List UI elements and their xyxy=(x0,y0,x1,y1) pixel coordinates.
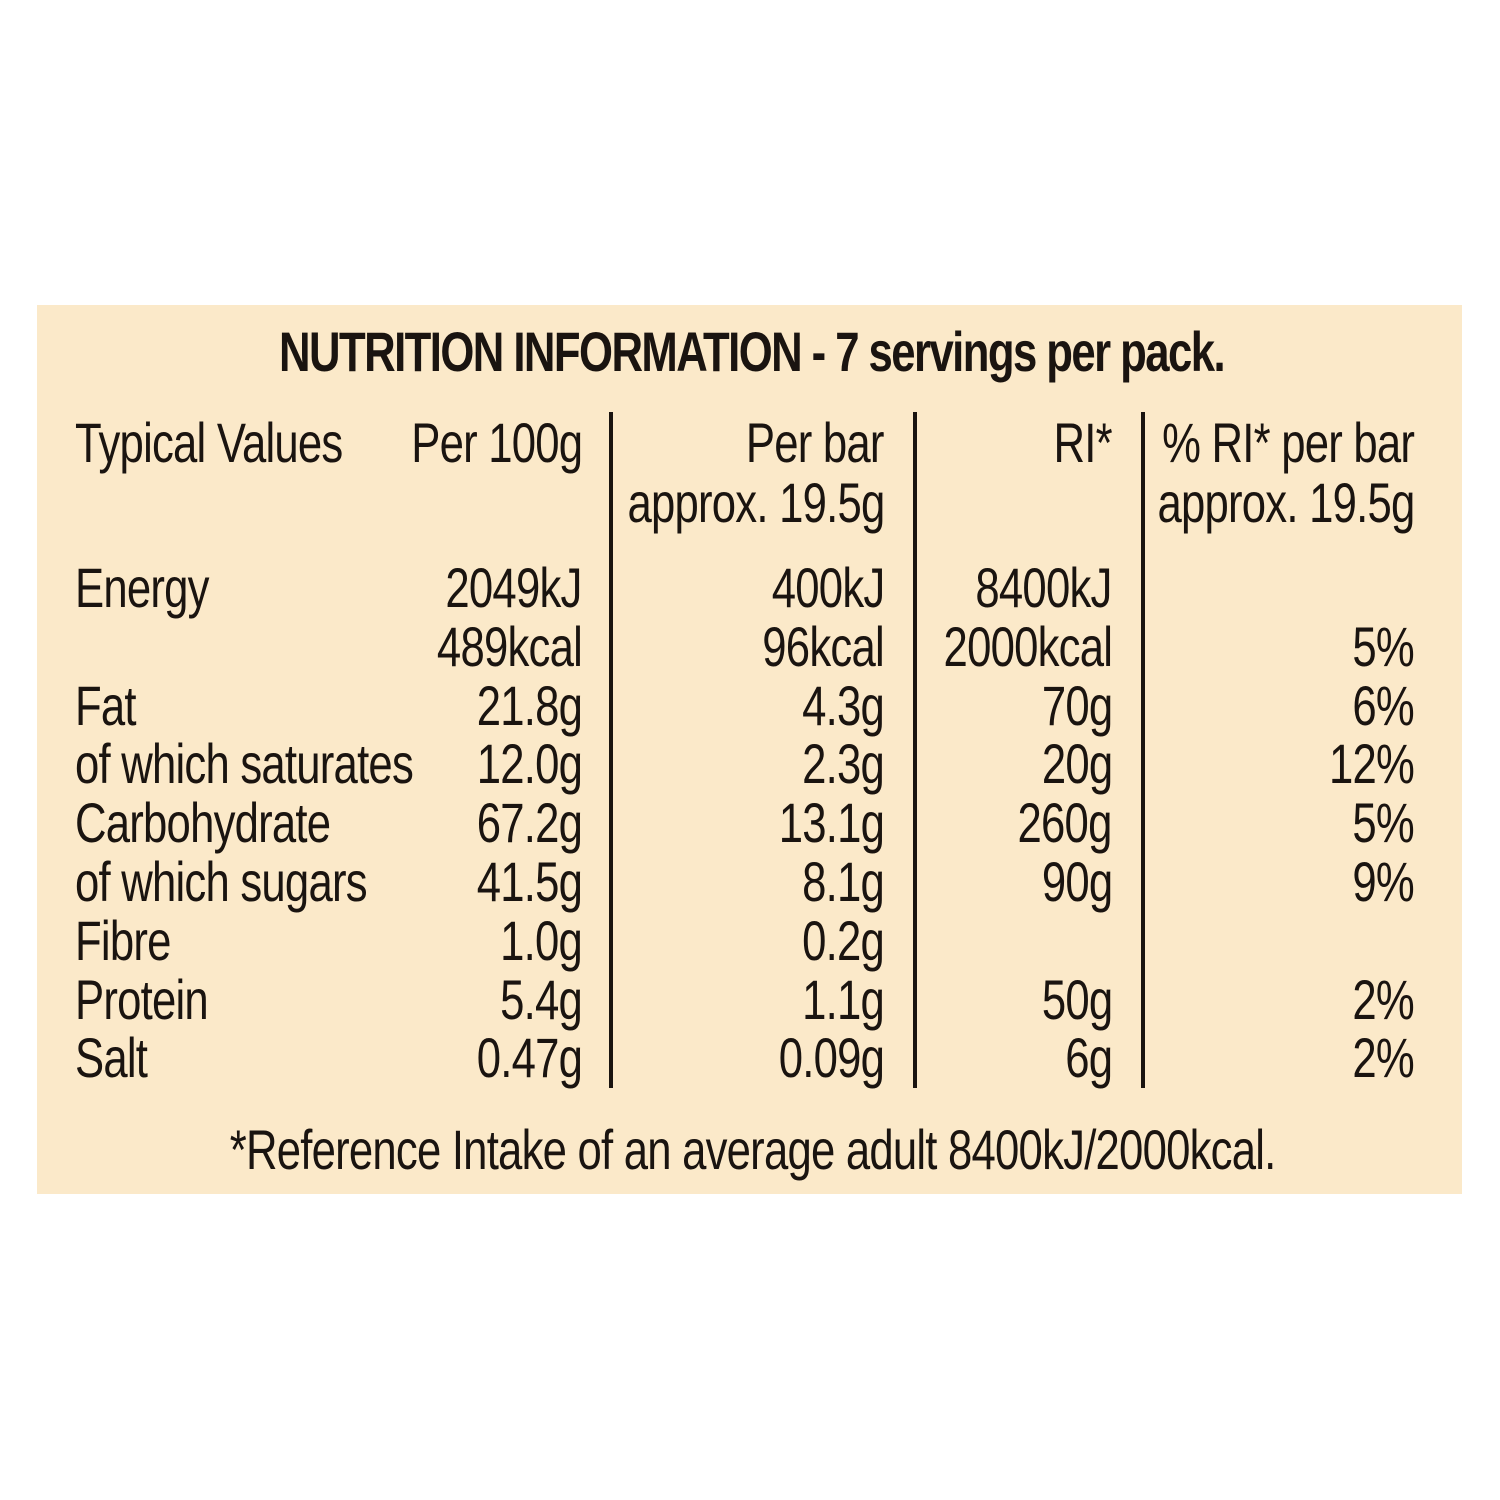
row-label: Fibre xyxy=(75,909,171,972)
row-per-100g: 41.5g xyxy=(476,850,583,913)
header-per-100g: Per 100g xyxy=(410,411,583,474)
row-per-100g: 489kcal xyxy=(436,615,583,678)
column-divider xyxy=(1141,412,1145,1088)
row-ri: 8400kJ xyxy=(975,556,1113,619)
row-label: Salt xyxy=(75,1026,148,1089)
row-ri: 2000kcal xyxy=(943,615,1112,678)
row-ri: 260g xyxy=(1017,791,1113,854)
row-ri: 6g xyxy=(1064,1026,1113,1089)
row-per-bar: 8.1g xyxy=(802,850,885,913)
header-typical-values: Typical Values xyxy=(75,411,343,474)
row-label: Energy xyxy=(75,556,210,619)
row-pct-ri: 5% xyxy=(1352,615,1414,678)
nutrition-panel xyxy=(37,305,1462,1194)
row-pct-ri: 12% xyxy=(1328,732,1415,795)
nutrition-title: NUTRITION INFORMATION - 7 servings per p… xyxy=(279,320,1226,383)
row-per-bar: 1.1g xyxy=(802,968,885,1031)
row-per-bar: 0.09g xyxy=(778,1026,885,1089)
header-per-bar-approx: approx. 19.5g xyxy=(627,471,885,534)
row-per-bar: 13.1g xyxy=(778,791,885,854)
row-pct-ri: 6% xyxy=(1352,674,1414,737)
column-divider xyxy=(609,412,613,1088)
footnote: *Reference Intake of an average adult 84… xyxy=(229,1118,1277,1181)
row-per-100g: 2049kJ xyxy=(445,556,583,619)
row-per-bar: 400kJ xyxy=(771,556,884,619)
row-ri: 90g xyxy=(1041,850,1112,913)
row-per-100g: 0.47g xyxy=(476,1026,583,1089)
header-per-bar: Per bar xyxy=(746,411,885,474)
row-per-100g: 67.2g xyxy=(476,791,583,854)
row-ri: 20g xyxy=(1041,732,1112,795)
row-label: Fat xyxy=(75,674,137,737)
row-per-100g: 12.0g xyxy=(476,732,583,795)
header-ri: RI* xyxy=(1053,411,1113,474)
row-per-bar: 2.3g xyxy=(802,732,885,795)
row-label: Carbohydrate xyxy=(75,791,331,854)
row-per-100g: 5.4g xyxy=(500,968,583,1031)
column-divider xyxy=(913,412,917,1088)
row-per-bar: 0.2g xyxy=(802,909,885,972)
row-ri: 50g xyxy=(1041,968,1112,1031)
row-per-bar: 96kcal xyxy=(762,615,884,678)
row-pct-ri: 9% xyxy=(1352,850,1414,913)
row-label: of which saturates xyxy=(75,732,414,795)
row-per-100g: 21.8g xyxy=(476,674,583,737)
header-pct-ri-approx: approx. 19.5g xyxy=(1157,471,1415,534)
row-pct-ri: 2% xyxy=(1352,968,1414,1031)
row-pct-ri: 5% xyxy=(1352,791,1414,854)
row-label: of which sugars xyxy=(75,850,368,913)
row-per-100g: 1.0g xyxy=(500,909,583,972)
row-pct-ri: 2% xyxy=(1352,1026,1414,1089)
row-label: Protein xyxy=(75,968,209,1031)
row-ri: 70g xyxy=(1041,674,1112,737)
header-pct-ri: % RI* per bar xyxy=(1161,411,1415,474)
row-per-bar: 4.3g xyxy=(802,674,885,737)
